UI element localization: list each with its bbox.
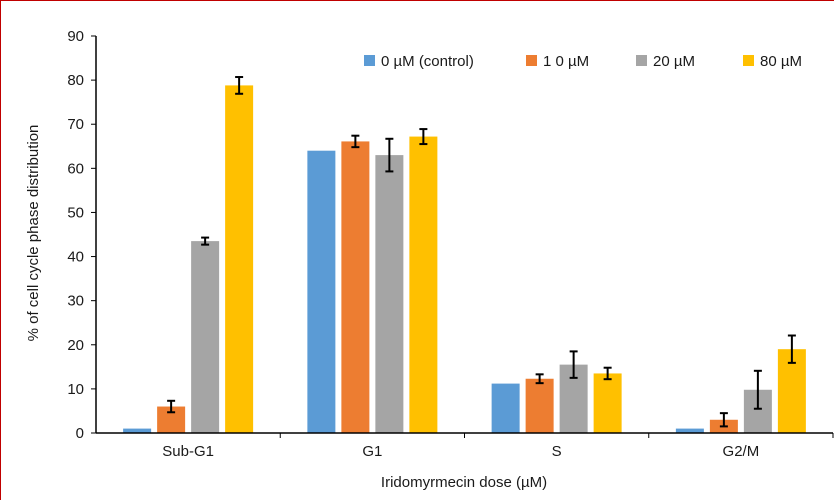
- bar: [225, 85, 254, 433]
- legend-swatch: [526, 55, 537, 66]
- bar: [307, 150, 336, 433]
- y-tick-label: 60: [67, 160, 84, 177]
- bar: [675, 428, 704, 433]
- bar: [123, 428, 152, 433]
- error-bars: [167, 76, 796, 428]
- y-tick-label: 50: [67, 204, 84, 221]
- bar: [525, 378, 554, 433]
- legend-label: 20 µM: [653, 53, 695, 70]
- y-tick-label: 70: [67, 116, 84, 133]
- x-tick-label: G2/M: [723, 443, 760, 460]
- x-tick-label: Sub-G1: [162, 443, 214, 460]
- legend-label: 0 µM (control): [381, 53, 474, 70]
- y-tick-label: 40: [67, 249, 84, 266]
- legend-label: 80 µM: [760, 53, 802, 70]
- bar: [491, 383, 520, 433]
- legend-swatch: [743, 55, 754, 66]
- x-axis-ticks: Sub-G1 G1 S G2/M: [162, 433, 834, 460]
- bar: [341, 141, 370, 434]
- bars: [123, 85, 806, 434]
- x-axis-title: Iridomyrmecin dose (µM): [381, 474, 547, 491]
- y-tick-label: 80: [67, 72, 84, 89]
- y-tick-label: 0: [76, 425, 84, 442]
- x-tick-label: S: [552, 443, 562, 460]
- bar: [409, 136, 438, 433]
- y-axis-ticks: 0 10 20 30 40 50 60 70 80 90: [67, 28, 96, 442]
- x-tick-label: G1: [362, 443, 382, 460]
- legend-swatch: [636, 55, 647, 66]
- bar: [191, 241, 220, 433]
- legend-swatch: [364, 55, 375, 66]
- legend: 0 µM (control) 1 0 µM 20 µM 80 µM: [364, 53, 802, 70]
- y-axis-title: % of cell cycle phase distribution: [25, 125, 42, 342]
- y-tick-label: 20: [67, 337, 84, 354]
- legend-label: 1 0 µM: [543, 53, 589, 70]
- y-tick-label: 10: [67, 381, 84, 398]
- bar: [593, 373, 622, 433]
- y-tick-label: 90: [67, 28, 84, 45]
- bar: [375, 155, 404, 433]
- y-tick-label: 30: [67, 293, 84, 310]
